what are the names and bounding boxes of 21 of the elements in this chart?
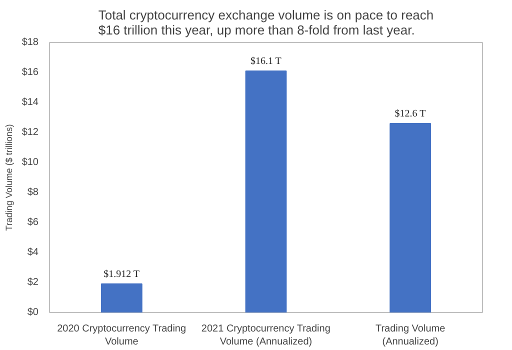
x-tick-label: 2021 Cryptocurrency Trading Volume (Annualized)	[201, 324, 330, 348]
y-tick-label: $2	[27, 277, 39, 288]
y-tick-label: $4	[27, 247, 39, 258]
data-label: $1.912 T	[104, 268, 140, 280]
bar	[100, 283, 142, 312]
y-tick-label: $12	[22, 127, 39, 138]
y-tick-label: $16	[22, 67, 39, 78]
data-label: $12.6 T	[394, 108, 426, 120]
data-label: $16.1 T	[250, 56, 282, 67]
y-tick-label: $0	[27, 307, 39, 318]
bar	[390, 123, 432, 312]
y-tick-label: $6	[27, 217, 39, 228]
y-tick-label: $8	[27, 187, 39, 198]
y-tick-label: $14	[22, 97, 39, 108]
y-tick-label: $18	[22, 37, 39, 48]
bar	[245, 70, 287, 312]
y-axis-title: Trading Volume ($ trillions)	[4, 124, 14, 231]
x-tick-label: 2020 Cryptocurrency Trading Volume	[57, 324, 186, 348]
chart-title: Total cryptocurrency exchange volume is on pace to reach $16 trillion this year, up more than 8-fold from last year.	[98, 8, 434, 38]
y-tick-label: $10	[22, 157, 39, 168]
x-tick-label: Trading Volume (Annualized)	[376, 324, 446, 348]
